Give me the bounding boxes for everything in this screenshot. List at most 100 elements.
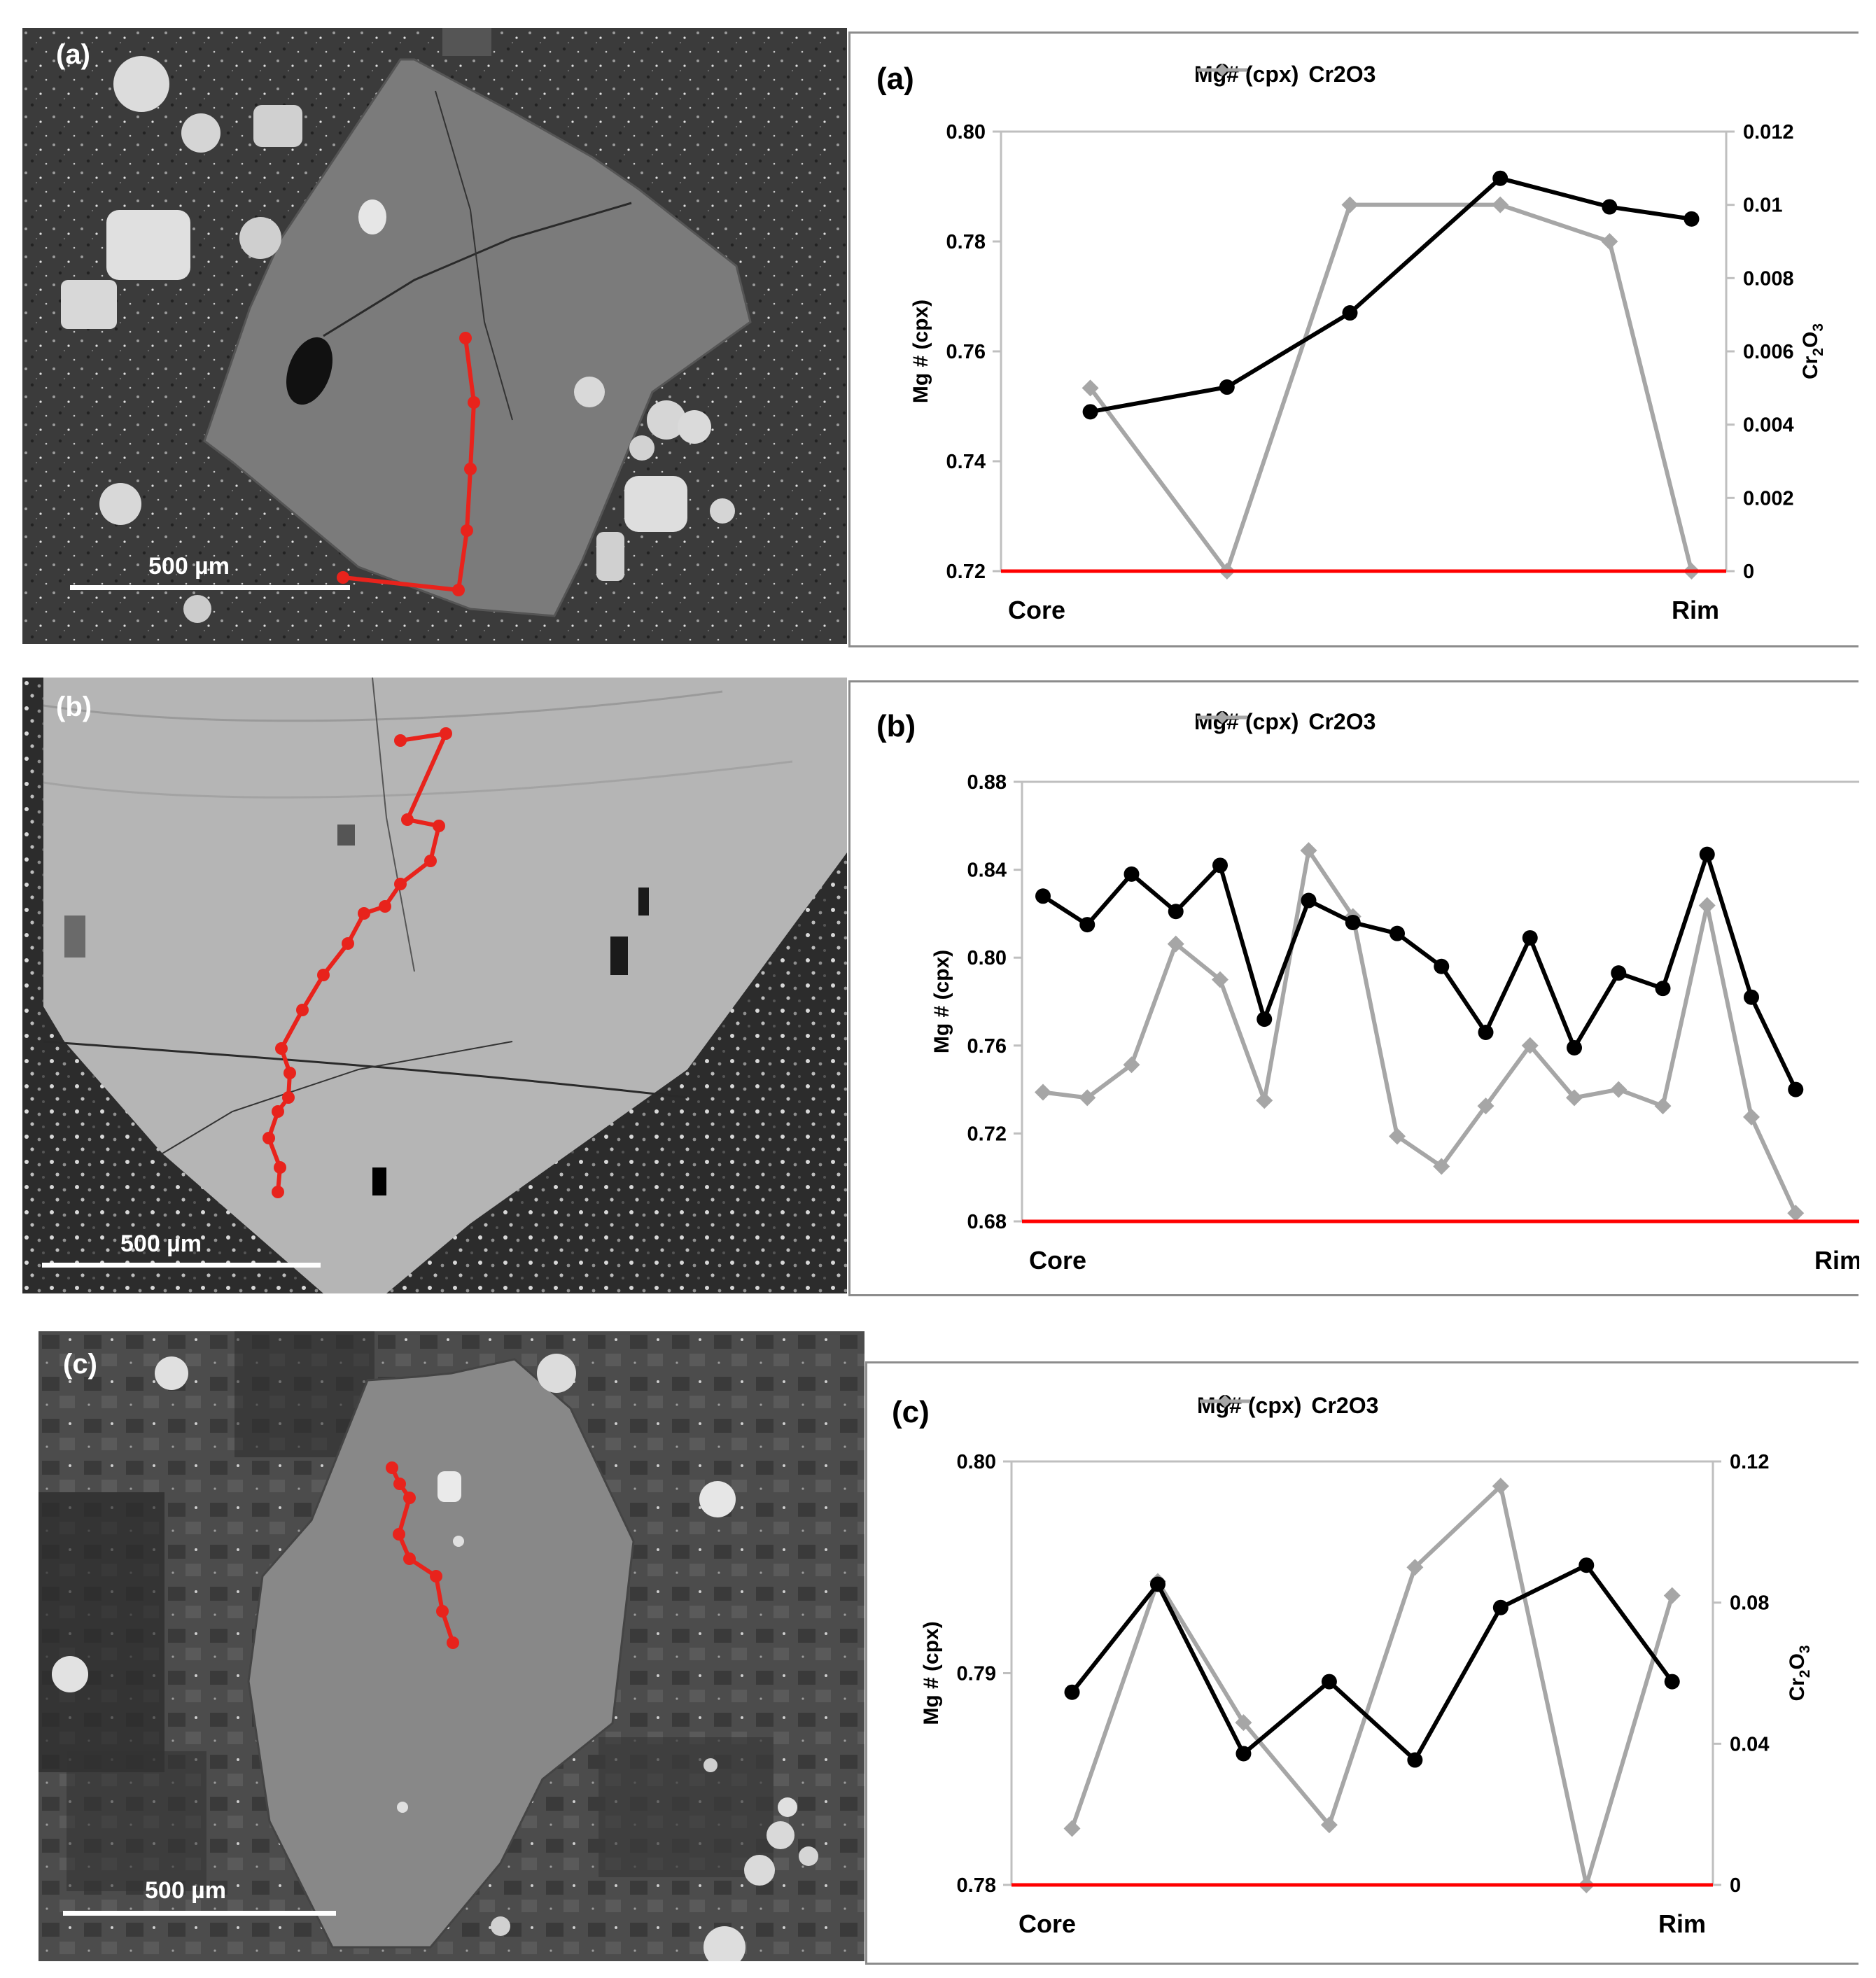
left-axis-title: Mg # (cpx) [909,300,932,403]
legend-item-cr: Cr2O3 [1200,1393,1379,1419]
data-point-mg [1655,981,1671,997]
bse-image-a: (a) 500 µm [22,28,847,644]
data-point-cr2o3 [1082,379,1099,397]
data-point-cr2o3 [1492,196,1509,213]
right-tick-label: 0 [1730,1874,1741,1897]
series-line-mg [1090,176,1692,414]
data-point-mg [1219,379,1235,395]
chart-frame-a [848,31,1858,647]
traverse-b [262,727,452,1198]
data-point-cr2o3 [1123,1056,1140,1074]
legend-label-cr: Cr2O3 [1308,62,1376,87]
legend-label-mg: Mg# (cpx) [1194,62,1299,87]
data-point-cr2o3 [1601,233,1618,250]
chart-frame-c [865,1361,1858,1965]
right-tick-label: 0.04 [1730,1733,1769,1755]
left-tick-label: 0.78 [946,231,986,253]
data-point-mg [1301,892,1317,909]
left-tick-label: 0.88 [967,771,1007,794]
data-point-cr2o3 [1063,1820,1081,1837]
traverse-c [386,1461,459,1649]
scale-text-c: 500 µm [145,1877,226,1904]
data-point-mg [1212,857,1228,874]
data-point-cr2o3 [1698,897,1716,914]
right-tick-label: 0.006 [1743,341,1794,363]
right-tick-label: 0.002 [1743,487,1794,510]
data-point-mg [1064,1684,1080,1700]
bse-image-b: (b) 500 µm [22,678,847,1293]
data-point-cr2o3 [1167,935,1184,953]
legend-label-mg: Mg# (cpx) [1194,709,1299,734]
left-tick-label: 0.84 [967,860,1007,882]
chart-letter-c: (c) [892,1395,930,1429]
data-point-cr2o3 [1341,196,1359,213]
data-point-cr2o3 [1610,1081,1628,1098]
chart-letter-a: (a) [876,62,914,96]
data-point-cr2o3 [1492,1478,1509,1495]
legend-a: Mg# (cpx) Cr2O3 [1194,62,1376,87]
left-tick-label: 0.72 [946,561,986,583]
data-point-mg [1684,211,1700,227]
data-point-mg [1342,305,1358,321]
scale-text-a: 500 µm [148,553,230,580]
data-point-cr2o3 [1035,1083,1051,1101]
legend-b: Mg# (cpx) Cr2O3 [1194,709,1376,735]
series-line-mg [1042,852,1798,1090]
series-line-cr2o3 [1070,1484,1674,1887]
series-line-mg [1070,1563,1674,1762]
chart-c: (c) Mg# (cpx) Cr2O3 0.78 0.79 0.80 0 0.04 0.0… [868,1363,1856,1958]
left-tick-label: 0.80 [957,1451,996,1473]
data-point-mg [1699,846,1715,862]
legend-c: Mg# (cpx) Cr2O3 [1197,1393,1378,1419]
left-axis-title: Mg # (cpx) [920,1621,943,1725]
x-label-rim: Rim [1658,1909,1706,1938]
data-point-mg [1578,1557,1595,1573]
photo-label-c: (c) [63,1349,97,1380]
left-tick-label: 0.78 [957,1874,996,1897]
data-point-mg [1744,989,1759,1005]
data-point-mg [1035,888,1051,904]
legend-marker-cr-icon [1197,711,1247,724]
data-point-mg [1082,404,1098,420]
data-point-mg [1664,1674,1680,1690]
legend-label-cr: Cr2O3 [1311,1393,1379,1418]
right-tick-label: 0.008 [1743,267,1794,290]
legend-item-cr: Cr2O3 [1197,709,1376,735]
data-point-cr2o3 [1787,1205,1805,1222]
scale-bar-c [63,1911,336,1916]
data-point-cr2o3 [1256,1092,1273,1109]
right-axis-title: Cr2O3 [1786,1645,1813,1701]
data-point-cr2o3 [1079,1089,1096,1107]
right-tick-label: 0 [1743,561,1754,583]
photo-label-b: (b) [56,692,92,722]
scale-text-b: 500 µm [120,1230,202,1257]
left-tick-label: 0.79 [957,1663,996,1685]
x-label-rim: Rim [1672,596,1719,624]
data-point-mg [1492,1599,1508,1615]
data-point-mg [1149,1576,1166,1592]
data-point-cr2o3 [1654,1097,1672,1115]
right-tick-label: 0.004 [1743,414,1794,437]
data-point-mg [1492,170,1508,186]
data-point-mg [1407,1752,1423,1768]
left-tick-label: 0.76 [967,1035,1007,1058]
data-point-mg [1788,1081,1804,1097]
scale-bar-a [70,585,350,590]
right-axis-title: Cr2O3 [1799,323,1826,379]
data-point-cr2o3 [1406,1559,1424,1576]
left-tick-label: 0.68 [967,1211,1007,1233]
data-point-cr2o3 [1300,842,1317,860]
data-point-mg [1236,1746,1252,1762]
data-point-mg [1611,965,1627,981]
data-point-mg [1434,958,1450,974]
series-line-cr2o3 [1088,202,1694,573]
data-point-cr2o3 [1389,1128,1406,1145]
data-point-mg [1168,904,1184,920]
left-tick-label: 0.80 [946,121,986,143]
data-point-cr2o3 [1433,1158,1450,1175]
left-tick-label: 0.72 [967,1123,1007,1145]
legend-label-cr: Cr2O3 [1308,709,1376,734]
data-point-mg [1256,1011,1273,1027]
chart-frame-b [848,680,1858,1296]
chart-a: (a) Mg# (cpx) Cr2O3 0.72 0.74 0.76 0.78 0.80… [851,34,1859,641]
